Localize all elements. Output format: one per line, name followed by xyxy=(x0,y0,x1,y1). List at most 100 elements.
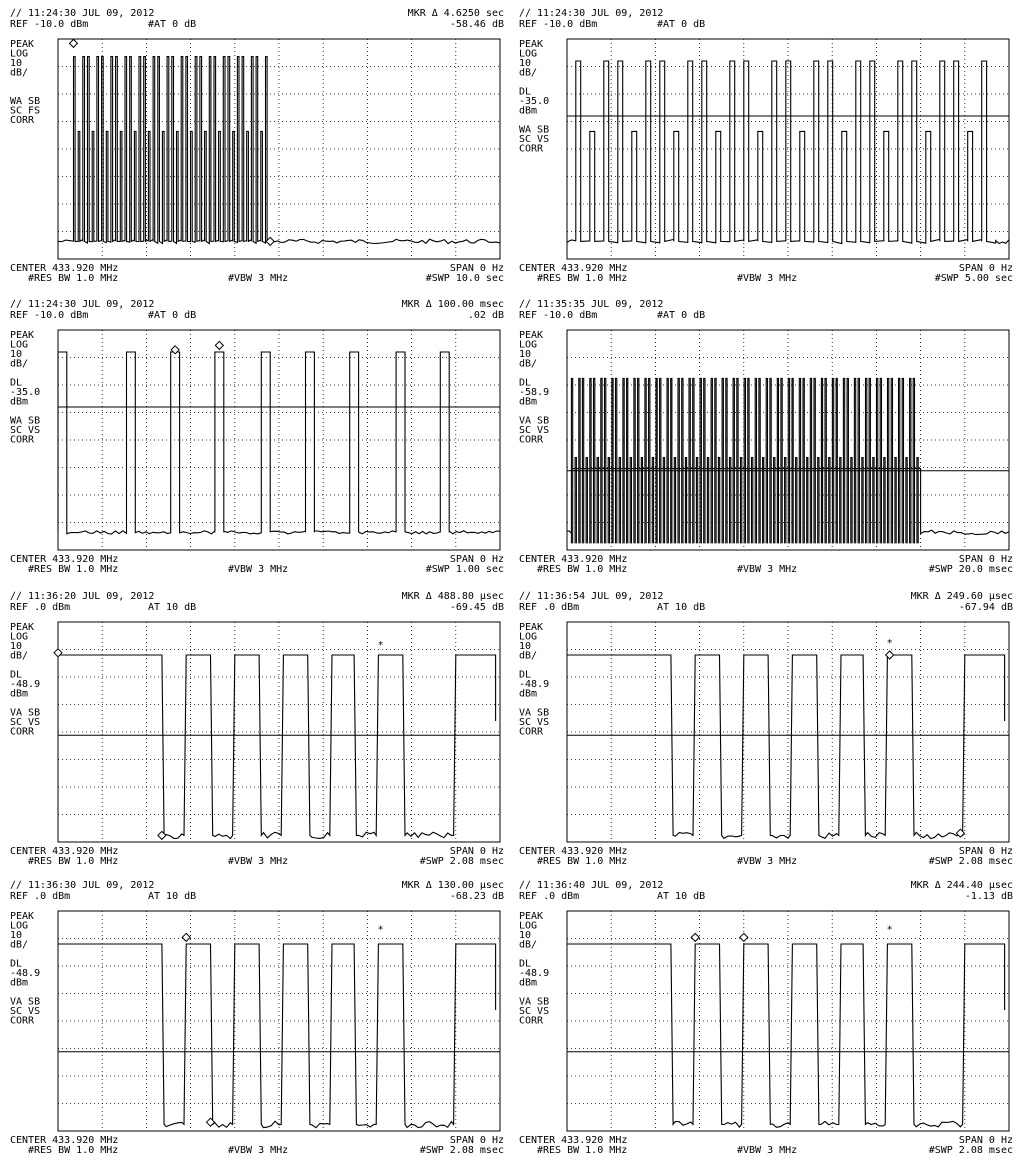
antenna-icon: ∕∕ xyxy=(519,299,531,310)
marker-value: .02 dB xyxy=(468,310,504,321)
timestamp: 11:36:20 JUL 09, 2012 xyxy=(28,591,154,602)
left-label: dB/ xyxy=(10,940,28,951)
left-label: PEAK xyxy=(519,622,543,633)
antenna-icon: ∕∕ xyxy=(519,8,531,19)
timestamp: 11:24:30 JUL 09, 2012 xyxy=(28,299,154,310)
left-label: VA SB xyxy=(519,416,549,427)
left-label: -58.9 xyxy=(519,387,549,398)
marker-value: -69.45 dB xyxy=(450,602,504,613)
left-label: dBm xyxy=(10,978,28,989)
left-label: DL xyxy=(519,378,531,389)
center-freq: CENTER 433.920 MHz xyxy=(10,1135,118,1146)
analyzer-screen-4: ∕∕ 11:35:35 JUL 09, 2012 REF -10.0 dBm #AT … xyxy=(517,296,1017,579)
marker-delta: MKR Δ 488.80 μsec xyxy=(402,591,504,602)
vbw: #VBW 3 MHz xyxy=(228,564,288,575)
left-label: dBm xyxy=(10,397,28,408)
left-label: dB/ xyxy=(519,359,537,370)
left-label: WA SB xyxy=(10,96,40,107)
left-label: LOG xyxy=(10,49,28,60)
left-label: DL xyxy=(10,959,22,970)
ref-level: REF .0 dBm xyxy=(519,602,579,613)
attenuation: AT 10 dB xyxy=(148,891,196,902)
center-freq: CENTER 433.920 MHz xyxy=(519,554,627,565)
marker-diamond xyxy=(170,345,180,355)
marker-value: -58.46 dB xyxy=(450,19,504,30)
plot-frame xyxy=(566,329,1010,551)
center-freq: CENTER 433.920 MHz xyxy=(519,1135,627,1146)
left-label: -48.9 xyxy=(519,968,549,979)
plot-frame xyxy=(566,910,1010,1132)
marker-diamond xyxy=(214,340,225,351)
left-label: DL xyxy=(519,87,531,98)
left-label: PEAK xyxy=(10,622,34,633)
span: SPAN 0 Hz xyxy=(959,263,1013,274)
timestamp: 11:36:40 JUL 09, 2012 xyxy=(537,880,663,891)
signal-trace xyxy=(58,943,497,1129)
left-label: -35.0 xyxy=(519,96,549,107)
left-label: dBm xyxy=(519,397,537,408)
signal-trace xyxy=(57,351,501,535)
ref-level: REF .0 dBm xyxy=(10,602,70,613)
plot-frame xyxy=(566,621,1010,843)
signal-trace xyxy=(567,943,1006,1128)
left-label: dBm xyxy=(519,689,537,700)
left-label: SC VS xyxy=(519,717,549,728)
attenuation: #AT 0 dB xyxy=(148,310,196,321)
analyzer-screen-1: ∕∕ 11:24:30 JUL 09, 2012 REF -10.0 dBm #AT … xyxy=(8,5,508,288)
left-label: dBm xyxy=(519,978,537,989)
center-freq: CENTER 433.920 MHz xyxy=(10,846,118,857)
sweep-time: #SWP 1.00 sec xyxy=(426,564,504,575)
center-freq: CENTER 433.920 MHz xyxy=(519,846,627,857)
sweep-time: #SWP 20.0 msec xyxy=(929,564,1013,575)
left-label: PEAK xyxy=(519,911,543,922)
timestamp: 11:24:30 JUL 09, 2012 xyxy=(28,8,154,19)
ref-level: REF .0 dBm xyxy=(10,891,70,902)
left-label: VA SB xyxy=(519,708,549,719)
left-label: PEAK xyxy=(519,330,543,341)
left-label: LOG xyxy=(519,921,537,932)
res-bw: #RES BW 1.0 MHz xyxy=(28,273,118,284)
timestamp: 11:36:54 JUL 09, 2012 xyxy=(537,591,663,602)
res-bw: #RES BW 1.0 MHz xyxy=(28,1145,118,1156)
left-label: CORR xyxy=(519,727,544,738)
left-label: dB/ xyxy=(10,68,28,79)
marker-value: -1.13 dB xyxy=(965,891,1013,902)
analyzer-screen-5: ∕∕ 11:36:20 JUL 09, 2012 REF .0 dBm AT 10 d… xyxy=(8,588,508,871)
marker-diamond xyxy=(181,932,191,943)
marker-delta: MKR Δ 249.60 μsec xyxy=(911,591,1013,602)
left-label: -48.9 xyxy=(10,968,40,979)
vbw: #VBW 3 MHz xyxy=(228,1145,288,1156)
graticule xyxy=(58,330,500,550)
left-label: SC VS xyxy=(10,425,40,436)
sweep-time: #SWP 2.08 msec xyxy=(420,1145,504,1156)
marker-diamond xyxy=(955,828,966,838)
attenuation: #AT 0 dB xyxy=(657,19,705,30)
left-label: DL xyxy=(10,670,22,681)
ref-level: REF -10.0 dBm xyxy=(10,310,88,321)
vbw: #VBW 3 MHz xyxy=(228,273,288,284)
marker-delta: MKR Δ 130.00 μsec xyxy=(402,880,504,891)
left-label: PEAK xyxy=(519,39,543,50)
antenna-icon: ∕∕ xyxy=(10,299,22,310)
signal-trace xyxy=(566,60,1010,245)
left-label: SC VS xyxy=(10,717,40,728)
left-label: CORR xyxy=(519,1016,544,1027)
span: SPAN 0 Hz xyxy=(959,846,1013,857)
left-label: PEAK xyxy=(10,39,34,50)
left-label: 10 xyxy=(10,349,22,360)
left-label: 10 xyxy=(519,58,531,69)
span: SPAN 0 Hz xyxy=(450,1135,504,1146)
marker-star: * xyxy=(887,638,893,649)
left-label: VA SB xyxy=(10,708,40,719)
left-label: SC FS xyxy=(10,106,40,117)
left-label: DL xyxy=(519,959,531,970)
ref-level: REF -10.0 dBm xyxy=(519,19,597,30)
sweep-time: #SWP 2.08 msec xyxy=(929,1145,1013,1156)
left-label: WA SB xyxy=(519,125,549,136)
graticule xyxy=(58,39,500,259)
